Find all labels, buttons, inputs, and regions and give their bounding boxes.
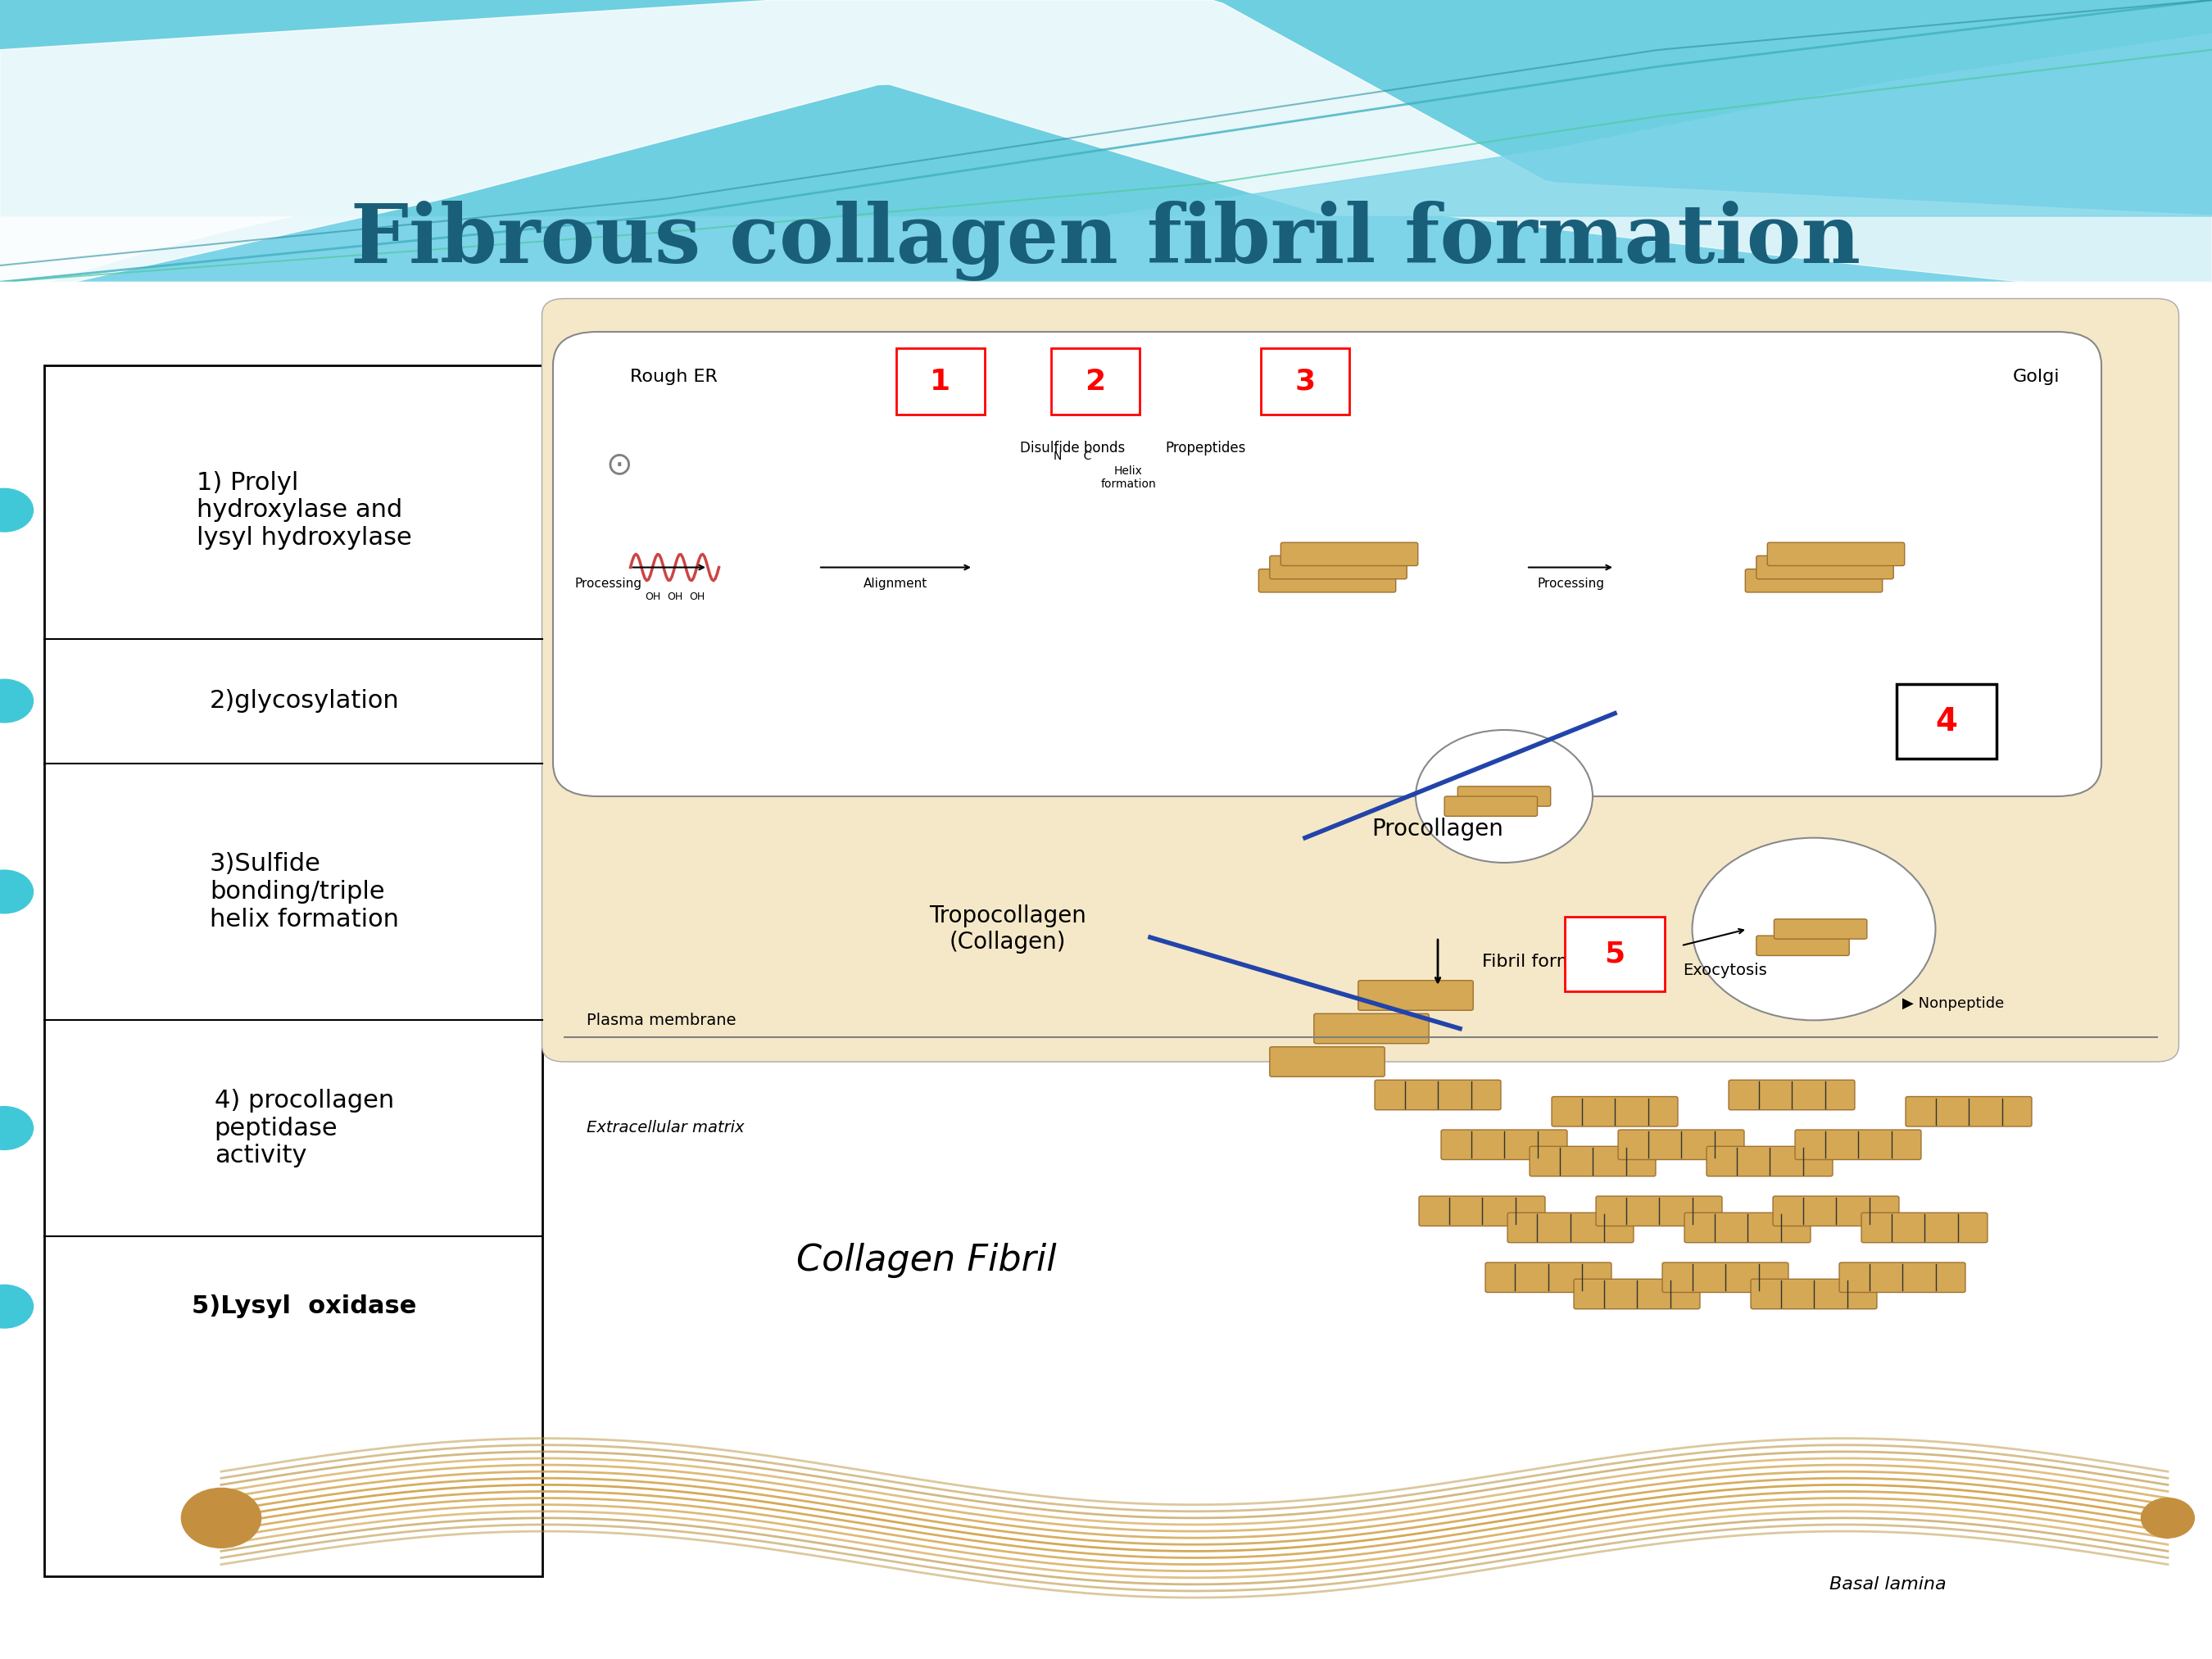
Circle shape [0,680,33,723]
Text: 3)Sulfide
bonding/triple
helix formation: 3)Sulfide bonding/triple helix formation [210,853,398,931]
FancyBboxPatch shape [1573,1279,1701,1309]
Text: 5: 5 [1604,941,1626,967]
FancyBboxPatch shape [1686,1213,1809,1243]
FancyBboxPatch shape [1597,1196,1723,1226]
Text: 1) Prolyl
hydroxylase and
lysyl hydroxylase: 1) Prolyl hydroxylase and lysyl hydroxyl… [197,471,411,549]
Circle shape [0,1284,33,1327]
FancyBboxPatch shape [1767,542,1905,566]
Text: Tropocollagen
(Collagen): Tropocollagen (Collagen) [929,904,1086,954]
FancyBboxPatch shape [553,332,2101,796]
Text: Golgi: Golgi [2013,368,2059,385]
FancyBboxPatch shape [1531,1146,1655,1176]
Circle shape [0,488,33,531]
Text: 3: 3 [1294,368,1316,395]
FancyBboxPatch shape [1756,556,1893,579]
FancyBboxPatch shape [1486,1262,1610,1292]
FancyBboxPatch shape [1358,980,1473,1010]
Text: Propeptides: Propeptides [1166,441,1245,455]
Text: 4) procollagen
peptidase
activity: 4) procollagen peptidase activity [215,1088,394,1168]
FancyBboxPatch shape [1796,1130,1920,1160]
Bar [1566,916,1663,992]
Text: Exocytosis: Exocytosis [1683,962,1767,979]
FancyBboxPatch shape [1756,936,1849,956]
Text: Fibril formation: Fibril formation [1482,954,1619,971]
Text: OH: OH [644,592,661,602]
Text: ⊙: ⊙ [606,450,633,479]
FancyBboxPatch shape [1270,1047,1385,1077]
FancyBboxPatch shape [1444,796,1537,816]
FancyBboxPatch shape [1907,1097,2033,1126]
FancyBboxPatch shape [1750,1279,1876,1309]
FancyBboxPatch shape [1442,1130,1566,1160]
FancyBboxPatch shape [1458,786,1551,806]
Circle shape [0,1107,33,1150]
Text: Processing: Processing [1537,577,1604,591]
Text: 5)Lysyl  oxidase: 5)Lysyl oxidase [192,1294,416,1319]
Text: ▶ Nonpeptide: ▶ Nonpeptide [1902,997,2004,1010]
FancyBboxPatch shape [542,299,2179,1062]
Text: Alignment: Alignment [865,577,927,591]
FancyBboxPatch shape [1420,1196,1546,1226]
Text: Fibrous collagen fibril formation: Fibrous collagen fibril formation [352,201,1860,280]
Circle shape [181,1488,261,1548]
FancyBboxPatch shape [1774,919,1867,939]
Text: 2)glycosylation: 2)glycosylation [210,688,398,713]
Text: N      C: N C [1053,451,1093,461]
Text: OH: OH [666,592,684,602]
Bar [44,365,542,1576]
Bar [896,348,984,415]
Text: Procollagen: Procollagen [1371,818,1504,841]
FancyBboxPatch shape [1259,569,1396,592]
FancyBboxPatch shape [1663,1262,1790,1292]
FancyBboxPatch shape [1376,1080,1502,1110]
Text: Processing: Processing [575,577,641,591]
Text: Basal lamina: Basal lamina [1829,1576,1947,1593]
Bar [1896,684,1995,760]
Text: Helix
formation: Helix formation [1099,466,1157,489]
Bar [1261,348,1349,415]
FancyBboxPatch shape [1551,1097,1679,1126]
Text: Rough ER: Rough ER [630,368,719,385]
Text: Collagen Fibril: Collagen Fibril [796,1243,1057,1279]
Text: 1: 1 [929,368,951,395]
Circle shape [1692,838,1936,1020]
FancyBboxPatch shape [1281,542,1418,566]
FancyBboxPatch shape [1509,1213,1632,1243]
Text: OH: OH [688,592,706,602]
FancyBboxPatch shape [1708,1146,1832,1176]
Circle shape [0,869,33,912]
FancyBboxPatch shape [1774,1196,1898,1226]
Polygon shape [0,0,2212,216]
FancyBboxPatch shape [1863,1213,1989,1243]
FancyBboxPatch shape [1314,1014,1429,1044]
Text: 4: 4 [1936,707,1958,737]
FancyBboxPatch shape [1619,1130,1745,1160]
Text: 2: 2 [1084,368,1106,395]
Text: Plasma membrane: Plasma membrane [586,1012,737,1029]
FancyBboxPatch shape [1840,1262,1966,1292]
Circle shape [2141,1498,2194,1538]
FancyBboxPatch shape [1270,556,1407,579]
Circle shape [1416,730,1593,863]
FancyBboxPatch shape [1745,569,1882,592]
Text: Disulfide bonds: Disulfide bonds [1020,441,1126,455]
Bar [0,282,2212,1659]
Bar [0,282,2212,1659]
FancyBboxPatch shape [1730,1080,1854,1110]
Text: Extracellular matrix: Extracellular matrix [586,1120,743,1136]
Bar [1051,348,1139,415]
